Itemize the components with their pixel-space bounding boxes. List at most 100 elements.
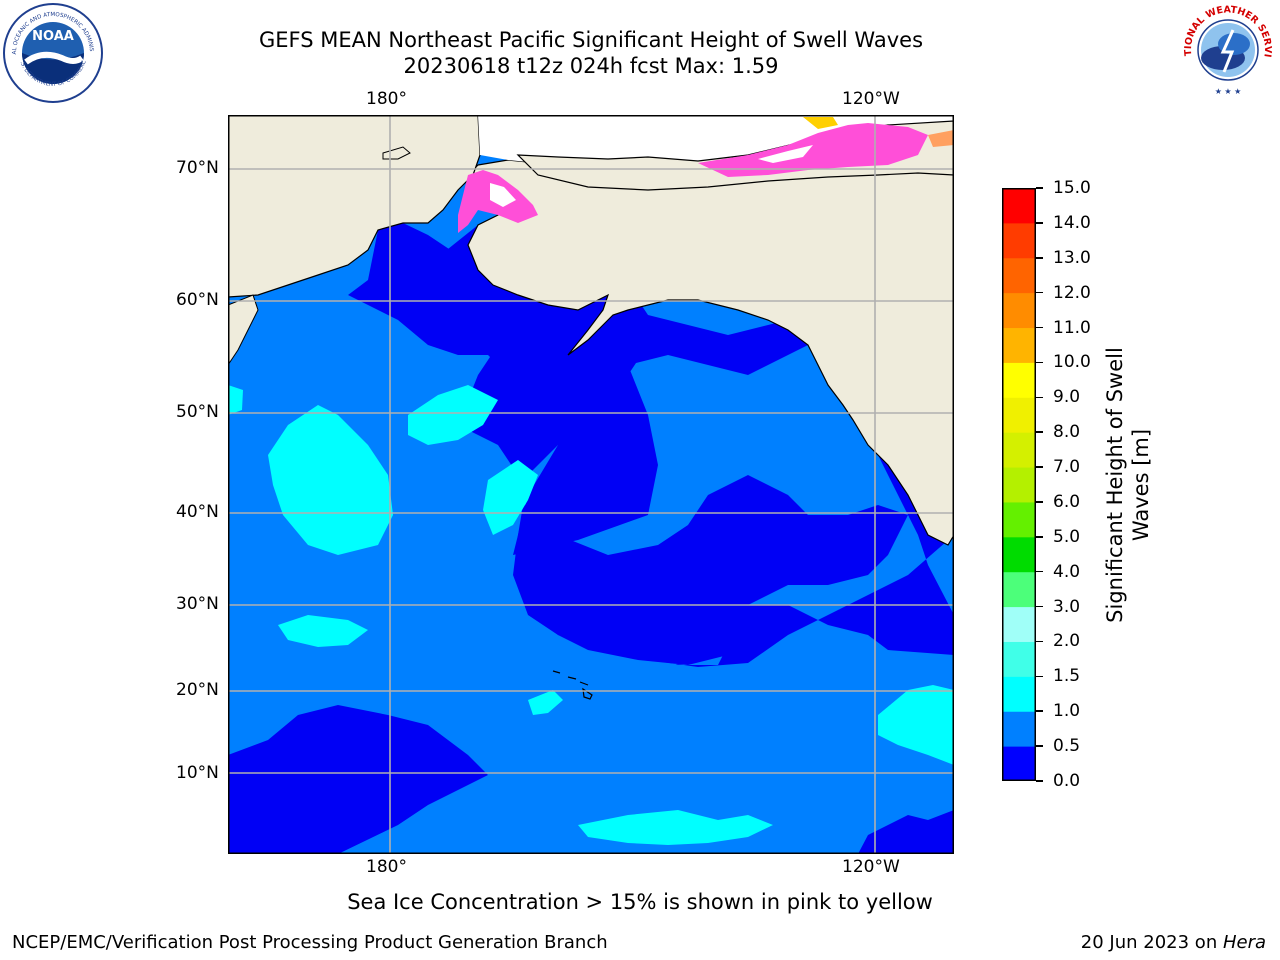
colorbar-segment — [1002, 571, 1036, 608]
colorbar-tick-mark — [1036, 326, 1043, 329]
sea-ice-beaufort — [698, 123, 928, 177]
colorbar-segment — [1002, 606, 1036, 642]
colorbar — [1002, 188, 1036, 781]
colorbar-tick-mark — [1036, 536, 1043, 538]
colorbar-segment — [1002, 397, 1036, 433]
swell-cyan-mid — [483, 460, 538, 535]
sea-ice-chukchi-inner — [490, 183, 516, 207]
lat-label-60n: 60°N — [176, 290, 219, 310]
low-swell-region-southeast — [858, 810, 954, 854]
nws-logo: NATIONAL WEATHER SERVICE ★ ★ ★ — [1178, 0, 1278, 100]
colorbar-tick-label: 5.0 — [1053, 526, 1081, 547]
colorbar-tick-mark — [1036, 257, 1043, 259]
colorbar-tick-label: 10.0 — [1053, 352, 1091, 373]
noaa-logo: NOAA NATIONAL OCEANIC AND ATMOSPHERIC AD… — [2, 2, 104, 104]
lon-label-bottom-120w: 120°W — [842, 857, 900, 877]
colorbar-tick-mark — [1036, 780, 1043, 782]
colorbar-tick-mark — [1036, 361, 1043, 364]
colorbar-tick-label: 9.0 — [1053, 387, 1081, 408]
colorbar-tick-mark — [1036, 570, 1043, 573]
colorbar-tick-label: 1.5 — [1053, 666, 1081, 687]
colorbar-tick-label: 1.0 — [1053, 701, 1081, 722]
colorbar-segment — [1002, 746, 1036, 781]
colorbar-tick-mark — [1036, 605, 1043, 608]
sea-ice-note: Sea Ice Concentration > 15% is shown in … — [347, 890, 933, 914]
colorbar-tick-mark — [1036, 640, 1043, 643]
lon-label-bottom-180: 180° — [366, 857, 407, 877]
colorbar-tick-mark — [1036, 431, 1043, 433]
lat-label-10n: 10°N — [176, 763, 219, 783]
footer-date: 20 Jun 2023 on Hera — [1081, 932, 1266, 953]
lat-label-70n: 70°N — [176, 158, 219, 178]
swell-cyan-east-tropics — [878, 685, 954, 765]
footer-date-text: 20 Jun 2023 on — [1080, 932, 1223, 953]
colorbar-label: Significant Height of Swell Waves [m] — [1103, 347, 1153, 623]
low-swell-region-central — [458, 285, 908, 665]
colorbar-segment — [1002, 188, 1036, 224]
map-gridlines — [228, 115, 954, 854]
noaa-logo-text: NOAA — [32, 29, 74, 44]
colorbar-tick-mark — [1036, 291, 1043, 294]
lat-label-20n: 20°N — [176, 680, 219, 700]
colorbar-segment — [1002, 362, 1036, 398]
lon-label-top-120w: 120°W — [842, 89, 900, 109]
colorbar-tick-mark — [1036, 396, 1043, 399]
footer-machine: Hera — [1222, 932, 1266, 953]
colorbar-segment — [1002, 222, 1036, 259]
swell-cyan-west-edge — [228, 385, 243, 415]
low-swell-region-southwest — [228, 705, 488, 854]
swell-cyan-hawaii — [528, 690, 563, 715]
colorbar-frame — [1002, 188, 1036, 781]
map-title: GEFS MEAN Northeast Pacific Significant … — [258, 28, 924, 52]
map-panel — [228, 115, 954, 854]
hawaii-islands — [552, 670, 593, 700]
lon-label-top-180: 180° — [366, 89, 407, 109]
colorbar-tick-label: 14.0 — [1053, 212, 1091, 233]
colorbar-segment — [1002, 292, 1036, 329]
colorbar-tick-label: 11.0 — [1053, 317, 1091, 338]
low-swell-region-bering — [348, 223, 608, 385]
colorbar-segment — [1002, 536, 1036, 573]
colorbar-tick-label: 3.0 — [1053, 596, 1081, 617]
map-subtitle: 20230618 t12z 024h fcst Max: 1.59 — [403, 54, 779, 78]
colorbar-segment — [1002, 501, 1036, 538]
colorbar-tick-label: 12.0 — [1053, 282, 1091, 303]
swell-cyan-aleutian — [408, 385, 498, 445]
colorbar-tick-label: 7.0 — [1053, 457, 1081, 478]
colorbar-segment — [1002, 467, 1036, 503]
lat-label-30n: 30°N — [176, 594, 219, 614]
colorbar-tick-mark — [1036, 675, 1043, 678]
sea-ice-beaufort-inner — [758, 145, 813, 163]
colorbar-tick-label: 0.0 — [1053, 771, 1081, 791]
colorbar-tick-mark — [1036, 222, 1043, 224]
swell-cyan-tropics — [578, 810, 773, 845]
colorbar-segment — [1002, 711, 1036, 747]
colorbar-tick-label: 2.0 — [1053, 631, 1081, 652]
colorbar-tick-label: 0.5 — [1053, 736, 1081, 757]
colorbar-tick-mark — [1036, 501, 1043, 503]
colorbar-tick-mark — [1036, 710, 1043, 712]
sea-ice-orange-edge — [928, 130, 954, 147]
lat-label-50n: 50°N — [176, 402, 219, 422]
colorbar-tick-label: 4.0 — [1053, 561, 1081, 582]
colorbar-tick-label: 13.0 — [1053, 247, 1091, 268]
land-kamchatka — [228, 294, 259, 366]
colorbar-tick-label: 6.0 — [1053, 491, 1081, 512]
colorbar-segment — [1002, 327, 1036, 363]
colorbar-segment — [1002, 257, 1036, 294]
footer-credit: NCEP/EMC/Verification Post Processing Pr… — [12, 932, 608, 953]
sea-ice-yellow-edge — [803, 117, 838, 129]
colorbar-tick-mark — [1036, 187, 1043, 189]
colorbar-segment — [1002, 641, 1036, 677]
colorbar-tick-mark — [1036, 466, 1043, 468]
colorbar-tick-mark — [1036, 745, 1043, 747]
colorbar-segment — [1002, 432, 1036, 468]
colorbar-segment — [1002, 676, 1036, 712]
colorbar-tick-label: 8.0 — [1053, 422, 1081, 443]
swell-cyan-west — [268, 405, 393, 555]
lat-label-40n: 40°N — [176, 502, 219, 522]
swell-cyan-subtropical — [278, 615, 368, 647]
colorbar-tick-label: 15.0 — [1053, 178, 1091, 198]
map-frame — [228, 115, 954, 854]
svg-text:★ ★ ★: ★ ★ ★ — [1215, 87, 1242, 96]
